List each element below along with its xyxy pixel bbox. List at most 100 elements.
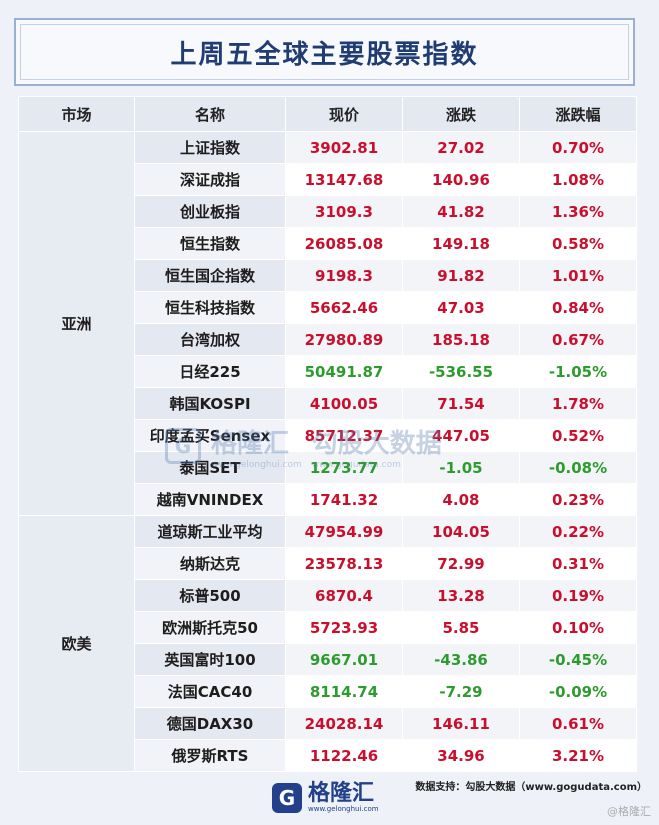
price-cell: 23578.13 (285, 547, 403, 580)
index-name-cell: 德国DAX30 (134, 707, 286, 740)
change-cell: 13.28 (402, 579, 520, 612)
change-cell: -7.29 (402, 675, 520, 708)
gelonghui-logo-icon: G (272, 783, 302, 813)
data-source-note: 数据支持：勾股大数据（www.gogudata.com） (415, 782, 647, 793)
header-name: 名称 (134, 96, 286, 132)
table-row: 韩国KOSPI 4100.05 71.54 1.78% (19, 387, 637, 420)
index-name-cell: 标普500 (134, 579, 286, 612)
table-row: 欧美 道琼斯工业平均 47954.99 104.05 0.22% (18, 515, 637, 772)
table-row: 欧洲斯托克50 5723.93 5.85 0.10% (19, 611, 637, 644)
pct-cell: 0.31% (519, 547, 637, 580)
change-cell: 104.05 (402, 515, 520, 548)
price-cell: 8114.74 (285, 675, 403, 708)
change-cell: 146.11 (402, 707, 520, 740)
change-cell: 47.03 (402, 291, 520, 324)
change-cell: 149.18 (402, 227, 520, 260)
price-cell: 1122.46 (285, 739, 403, 772)
change-cell: 5.85 (402, 611, 520, 644)
index-name-cell: 创业板指 (134, 195, 286, 228)
table-row: 法国CAC40 8114.74 -7.29 -0.09% (19, 675, 637, 708)
price-cell: 9667.01 (285, 643, 403, 676)
pct-cell: -0.09% (519, 675, 637, 708)
price-cell: 50491.87 (285, 355, 403, 388)
table-row: 德国DAX30 24028.14 146.11 0.61% (19, 707, 637, 740)
index-name-cell: 恒生指数 (134, 227, 286, 260)
index-name-cell: 俄罗斯RTS (134, 739, 286, 772)
change-cell: -43.86 (402, 643, 520, 676)
pct-cell: 1.01% (519, 259, 637, 292)
pct-cell: 0.19% (519, 579, 637, 612)
footer-logo: G 格隆汇 www.gelonghui.com (272, 779, 392, 817)
table-row: 创业板指 3109.3 41.82 1.36% (19, 195, 637, 228)
table-row: 台湾加权 27980.89 185.18 0.67% (19, 323, 637, 356)
table-row: 英国富时100 9667.01 -43.86 -0.45% (19, 643, 637, 676)
price-cell: 6870.4 (285, 579, 403, 612)
index-name-cell: 台湾加权 (134, 323, 286, 356)
index-name-cell: 恒生科技指数 (134, 291, 286, 324)
table-row: 日经225 50491.87 -536.55 -1.05% (19, 355, 637, 388)
price-cell: 1741.32 (285, 483, 403, 516)
pct-cell: 0.58% (519, 227, 637, 260)
pct-cell: 0.10% (519, 611, 637, 644)
change-cell: 447.05 (402, 419, 520, 452)
index-name-cell: 印度孟买Sensex (134, 419, 286, 452)
price-cell: 4100.05 (285, 387, 403, 420)
title-inner-border (20, 24, 629, 80)
price-cell: 47954.99 (285, 515, 403, 548)
title-banner: 上周五全球主要股票指数 (14, 18, 635, 86)
pct-cell: 0.70% (519, 131, 637, 164)
header-change: 涨跌 (402, 96, 520, 132)
index-name-cell: 深证成指 (134, 163, 286, 196)
pct-cell: 1.36% (519, 195, 637, 228)
price-cell: 5723.93 (285, 611, 403, 644)
pct-cell: -0.08% (519, 451, 637, 484)
pct-cell: 0.61% (519, 707, 637, 740)
header-pct: 涨跌幅 (519, 96, 637, 132)
table-row: 纳斯达克 23578.13 72.99 0.31% (19, 547, 637, 580)
index-name-cell: 恒生国企指数 (134, 259, 286, 292)
change-cell: 71.54 (402, 387, 520, 420)
change-cell: 34.96 (402, 739, 520, 772)
change-cell: 4.08 (402, 483, 520, 516)
footer-logo-site: www.gelonghui.com (308, 805, 379, 813)
pct-cell: -0.45% (519, 643, 637, 676)
price-cell: 3109.3 (285, 195, 403, 228)
price-cell: 24028.14 (285, 707, 403, 740)
price-cell: 5662.46 (285, 291, 403, 324)
change-cell: -536.55 (402, 355, 520, 388)
price-cell: 26085.08 (285, 227, 403, 260)
index-name-cell: 道琼斯工业平均 (134, 515, 286, 548)
price-cell: 13147.68 (285, 163, 403, 196)
index-table: 市场 名称 现价 涨跌 涨跌幅 亚洲 上证指数 3902.81 27.02 0.70% 深… (18, 96, 637, 772)
table-row: 印度孟买Sensex 85712.37 447.05 0.52% (19, 419, 637, 452)
price-cell: 3902.81 (285, 131, 403, 164)
index-name-cell: 日经225 (134, 355, 286, 388)
change-cell: 27.02 (402, 131, 520, 164)
footer-logo-text: 格隆汇 (308, 781, 375, 806)
change-cell: 140.96 (402, 163, 520, 196)
change-cell: -1.05 (402, 451, 520, 484)
index-name-cell: 上证指数 (134, 131, 286, 164)
pct-cell: 3.21% (519, 739, 637, 772)
table-row: 恒生国企指数 9198.3 91.82 1.01% (19, 259, 637, 292)
market-cell: 欧美 (18, 515, 135, 772)
price-cell: 1273.77 (285, 451, 403, 484)
index-name-cell: 纳斯达克 (134, 547, 286, 580)
pct-cell: 0.67% (519, 323, 637, 356)
table-row: 亚洲 上证指数 3902.81 27.02 0.70% (18, 131, 637, 516)
change-cell: 185.18 (402, 323, 520, 356)
market-cell: 亚洲 (18, 131, 135, 516)
pct-cell: 1.08% (519, 163, 637, 196)
pct-cell: 0.22% (519, 515, 637, 548)
change-cell: 41.82 (402, 195, 520, 228)
table-row: 越南VNINDEX 1741.32 4.08 0.23% (19, 483, 637, 516)
price-cell: 9198.3 (285, 259, 403, 292)
index-name-cell: 韩国KOSPI (134, 387, 286, 420)
pct-cell: -1.05% (519, 355, 637, 388)
pct-cell: 1.78% (519, 387, 637, 420)
change-cell: 72.99 (402, 547, 520, 580)
change-cell: 91.82 (402, 259, 520, 292)
price-cell: 27980.89 (285, 323, 403, 356)
index-name-cell: 泰国SET (134, 451, 286, 484)
table-row: 标普500 6870.4 13.28 0.19% (19, 579, 637, 612)
